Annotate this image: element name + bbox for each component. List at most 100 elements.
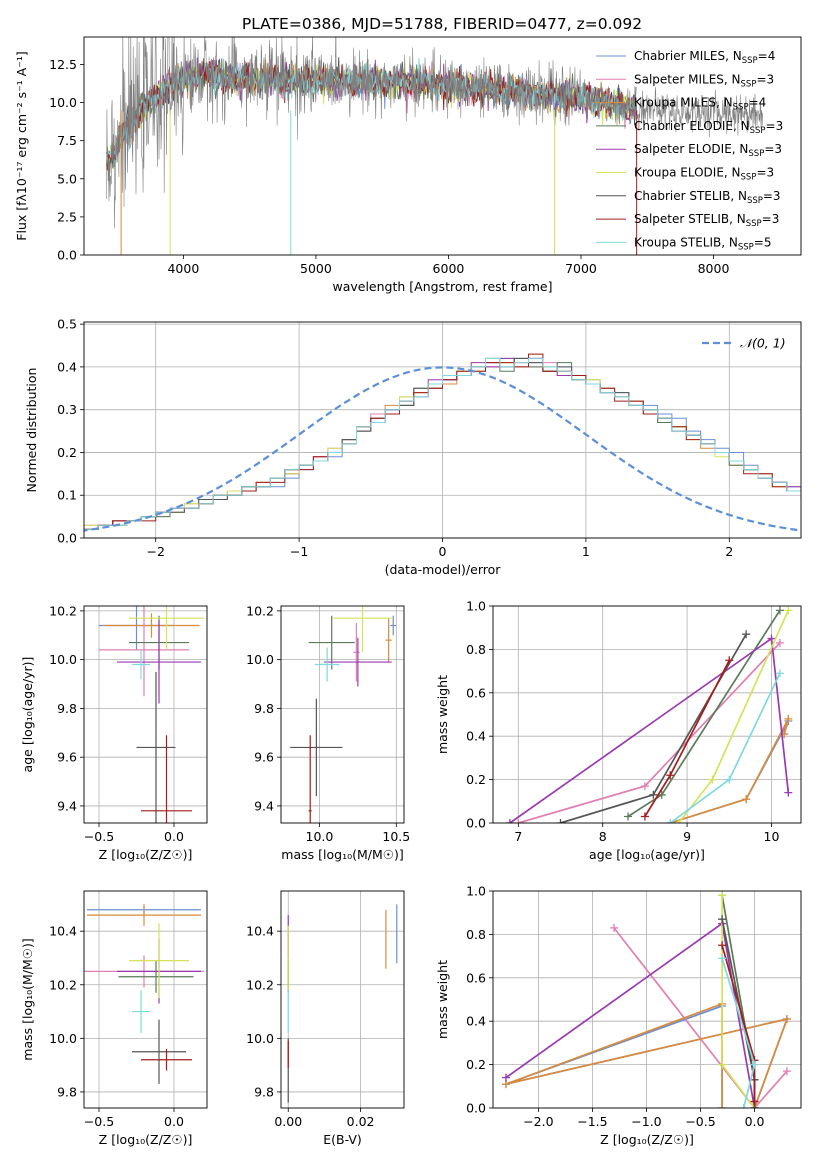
legend-label: Chabrier STELIB, NSSP=3 [634, 189, 781, 206]
age_vs_mass-panel: 10.0 10.5 9.4 9.6 9.8 10.0 10.2 mass [log₁₀(M/M… [246, 603, 410, 862]
axes-frame [83, 321, 802, 539]
spectrum-legend: Chabrier MILES, NSSP=4 Salpeter MILES, NS… [596, 49, 783, 252]
y-tick-label: 9.6 [254, 750, 274, 765]
mass-weight-line [627, 609, 781, 818]
plus-marker [742, 795, 751, 804]
y-tick-label: 9.8 [57, 1084, 77, 1099]
y-tick-label: 0.0 [57, 531, 77, 546]
plus-marker [718, 891, 727, 900]
x-tick-label: −2.0 [523, 1114, 553, 1129]
y-tick-label: 0.4 [466, 1014, 486, 1029]
x-tick-label: −2 [146, 544, 164, 559]
plus-marker [666, 819, 675, 823]
legend-label: Salpeter STELIB, NSSP=3 [634, 212, 779, 229]
y-tick-label: 10.2 [49, 977, 77, 992]
x-tick-label: 5000 [300, 261, 332, 276]
y-tick-label: 0.6 [466, 970, 486, 985]
plus-marker [718, 1104, 727, 1108]
y-tick-label: 7.5 [57, 133, 77, 148]
y-tick-label: 10.0 [246, 1031, 274, 1046]
plus-marker [784, 714, 793, 723]
mass_weight_vs_age-panel: 7 8 9 10 0.0 0.2 0.4 0.6 0.8 1.0 age [log₁₀(age/yr… [435, 599, 802, 862]
mass_weight_vs_Z-marks [501, 891, 791, 1108]
axes-frame [492, 890, 802, 1109]
y-tick-label: 10.2 [246, 977, 274, 992]
plus-marker [767, 634, 776, 643]
y-tick-label: 1.0 [466, 599, 486, 614]
spectrum-marks [106, 37, 763, 255]
axes-frame [492, 605, 802, 824]
y-tick-label: 5.0 [57, 171, 77, 186]
y-tick-label: 0.8 [466, 927, 486, 942]
residuals-marks [84, 353, 801, 532]
histogram-series [84, 353, 801, 530]
spectrum-observed-line [106, 37, 763, 229]
x-tick-label: 10.5 [382, 829, 410, 844]
plus-marker [556, 819, 565, 823]
y-axis-label: age [log₁₀(age/yr)] [20, 657, 35, 773]
x-tick-label: 8000 [698, 261, 730, 276]
y-tick-label: 10.4 [246, 924, 274, 939]
legend-label: Salpeter MILES, NSSP=3 [634, 72, 774, 89]
x-tick-label: 0 [439, 544, 447, 559]
plus-marker [784, 788, 793, 797]
plus-marker [742, 630, 751, 639]
x-tick-label: −1.0 [631, 1114, 661, 1129]
y-tick-label: 9.8 [57, 701, 77, 716]
plus-marker [725, 775, 734, 784]
mass_weight_vs_age-marks [505, 606, 793, 823]
plus-marker [718, 954, 727, 963]
plus-marker [514, 819, 523, 823]
y-tick-label: 0.2 [57, 445, 77, 460]
legend-label: Salpeter ELODIE, NSSP=3 [634, 142, 782, 159]
x-axis-label: Z [log₁₀(Z/Z☉)] [99, 847, 193, 862]
mass-weight-line [669, 718, 790, 823]
histogram-series [84, 353, 801, 530]
y-axis-label: mass weight [435, 675, 450, 754]
mass-weight-line [505, 922, 756, 1108]
plus-marker [782, 1067, 791, 1076]
y-axis-label: mass weight [435, 960, 450, 1039]
x-axis-label: mass [log₁₀(M/M☉)] [281, 847, 403, 862]
legend-label: Kroupa ELODIE, NSSP=3 [634, 166, 774, 183]
spectrum-panel: 4000 5000 6000 7000 8000 0.0 2.5 5.0 7.5 10.0 12.5… [14, 36, 802, 294]
residuals-panel: −2 −1 0 1 2 0.0 0.1 0.2 0.3 0.4 0.5 (data-model)/er… [24, 317, 802, 577]
axes-frame [280, 605, 405, 824]
plus-marker [775, 606, 784, 615]
plus-marker [610, 923, 619, 932]
plus-marker [505, 819, 514, 823]
y-tick-label: 9.8 [254, 1084, 274, 1099]
x-tick-label: 7000 [565, 261, 597, 276]
age_vs_mass-marks [290, 606, 397, 823]
y-tick-label: 9.8 [254, 701, 274, 716]
y-tick-label: 0.0 [466, 1101, 486, 1116]
plus-marker [674, 819, 683, 823]
axes-frame [83, 890, 208, 1109]
plus-marker [750, 1097, 759, 1106]
plus-marker [784, 606, 793, 615]
mass-weight-line [613, 927, 788, 1108]
x-tick-label: 8 [599, 829, 607, 844]
plus-marker [501, 1073, 510, 1082]
axes-frame [83, 36, 802, 256]
x-axis-label: E(B-V) [323, 1132, 362, 1147]
x-tick-label: 10 [764, 829, 780, 844]
y-tick-label: 0.0 [466, 816, 486, 831]
y-tick-label: 0.5 [57, 317, 77, 332]
x-axis-label: wavelength [Angstrom, rest frame] [332, 279, 552, 294]
y-tick-label: 10.2 [246, 603, 274, 618]
y-axis-label: mass [log₁₀(M/M☉)] [20, 938, 35, 1060]
plus-marker [750, 1060, 759, 1069]
x-axis-label: Z [log₁₀(Z/Z☉)] [99, 1132, 193, 1147]
x-axis-label: Z [log₁₀(Z/Z☉)] [600, 1132, 694, 1147]
y-tick-label: 0.8 [466, 642, 486, 657]
axes-frame [83, 605, 208, 824]
legend-label: Chabrier ELODIE, NSSP=3 [634, 119, 783, 136]
x-tick-label: 4000 [167, 261, 199, 276]
x-tick-label: 0.00 [274, 1114, 302, 1129]
mass_vs_Z-panel: −0.5 0.0 9.8 10.0 10.2 10.4 Z [log₁₀(Z/Z☉)] mas… [20, 890, 208, 1147]
age_vs_Z-marks [99, 606, 204, 823]
x-tick-label: 0.0 [164, 829, 184, 844]
x-tick-label: −0.5 [685, 1114, 715, 1129]
axes-frame [280, 890, 405, 1109]
